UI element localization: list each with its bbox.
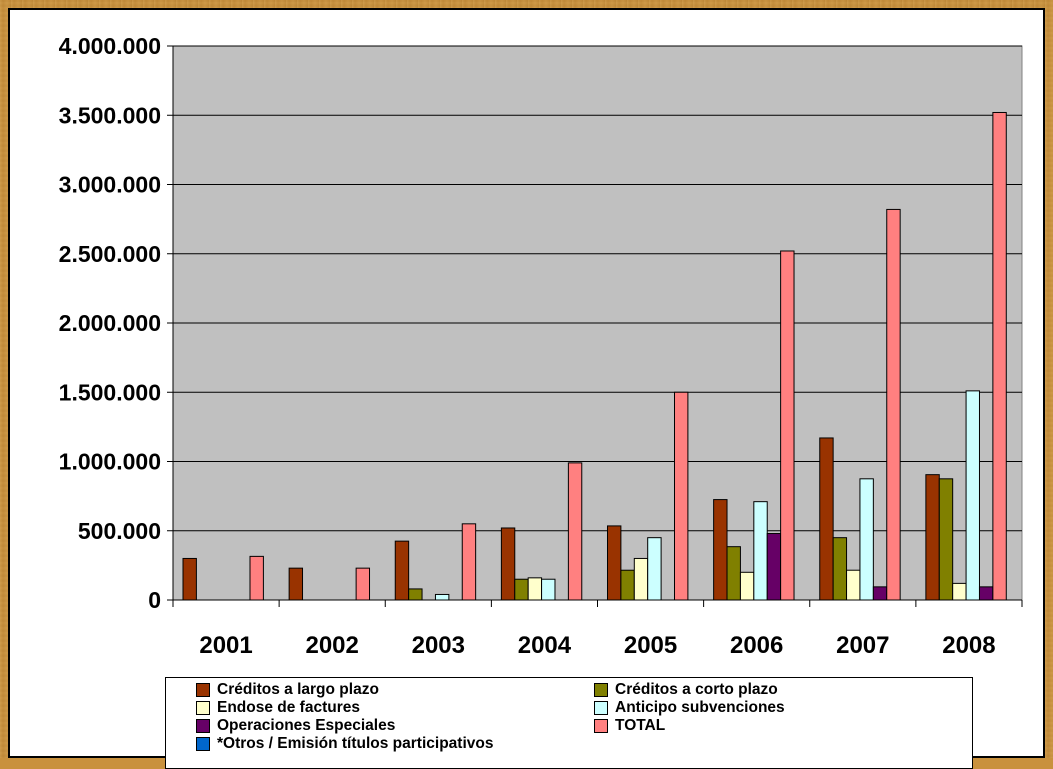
bars-layer xyxy=(182,111,1007,601)
bar-2004-total xyxy=(567,462,583,601)
y-tick-label: 500.000 xyxy=(78,518,161,544)
x-tick-label: 2003 xyxy=(412,632,465,659)
bar-2007-cr-ditos-a-corto-plazo xyxy=(832,537,848,601)
bar-2007-total xyxy=(886,208,901,601)
legend-label: Operaciones Especiales xyxy=(217,716,396,734)
legend-label: Endose de factures xyxy=(217,698,360,716)
bar-2008-operaciones-especiales xyxy=(978,586,994,601)
chart-legend: Créditos a largo plazo Créditos a corto p… xyxy=(165,677,973,769)
bar-2004-cr-ditos-a-corto-plazo xyxy=(514,578,529,601)
legend-item: Créditos a largo plazo xyxy=(196,680,379,699)
bar-2004-anticipo-subvenciones xyxy=(541,578,556,601)
bar-2003-total xyxy=(461,523,477,601)
legend-label: Créditos a largo plazo xyxy=(217,680,379,698)
legend-swatch xyxy=(196,682,210,697)
bar-2006-anticipo-subvenciones xyxy=(753,501,768,601)
bar-2002-cr-ditos-a-largo-plazo xyxy=(288,567,304,601)
tick-labels-layer: 0 500.000 1.000.000 1.500.000 2.000.000 2.500… xyxy=(59,33,996,659)
x-tick-label: 2006 xyxy=(730,632,783,659)
bar-2008-total xyxy=(992,111,1007,601)
bar-2006-endose-de-factures xyxy=(739,571,755,601)
bar-2008-anticipo-subvenciones xyxy=(965,390,980,601)
bar-2003-cr-ditos-a-corto-plazo xyxy=(408,588,423,601)
legend-label: Créditos a corto plazo xyxy=(615,680,778,698)
bar-2005-total xyxy=(674,391,689,601)
bar-2004-cr-ditos-a-largo-plazo xyxy=(500,527,516,601)
legend-item: *Otros / Emisión títulos participativos xyxy=(196,734,493,753)
legend-item: Endose de factures xyxy=(196,698,360,717)
bar-2007-endose-de-factures xyxy=(846,569,861,601)
legend-item: Operaciones Especiales xyxy=(196,716,395,735)
legend-item: Anticipo subvenciones xyxy=(594,698,785,717)
bar-2002-total xyxy=(355,567,371,601)
x-tick-label: 2008 xyxy=(942,632,995,659)
bar-2006-cr-ditos-a-largo-plazo xyxy=(713,499,728,601)
gridlines-layer xyxy=(173,45,1022,532)
legend-label: TOTAL xyxy=(615,716,666,734)
x-tick-label: 2001 xyxy=(199,632,252,659)
x-tick-label: 2002 xyxy=(305,632,358,659)
bar-chart: 0 500.000 1.000.000 1.500.000 2.000.000 2.500… xyxy=(59,33,1023,659)
bar-2003-anticipo-subvenciones xyxy=(434,593,450,601)
y-tick-label: 2.000.000 xyxy=(59,310,161,336)
bar-2005-anticipo-subvenciones xyxy=(647,537,662,601)
y-tick-label: 1.500.000 xyxy=(59,379,161,405)
legend-label: *Otros / Emisión títulos participativos xyxy=(217,734,494,752)
bar-2007-cr-ditos-a-largo-plazo xyxy=(819,437,834,601)
y-tick-label: 3.500.000 xyxy=(59,102,161,128)
y-tick-label: 2.500.000 xyxy=(59,241,161,267)
bar-2005-endose-de-factures xyxy=(633,557,649,601)
legend-item: TOTAL xyxy=(594,716,665,735)
x-tick-label: 2005 xyxy=(624,632,677,659)
y-tick-label: 1.000.000 xyxy=(59,449,161,475)
bar-2003-cr-ditos-a-largo-plazo xyxy=(394,540,410,601)
bar-2005-cr-ditos-a-corto-plazo xyxy=(620,569,635,601)
bar-2004-endose-de-factures xyxy=(527,577,543,601)
y-tick-label: 0 xyxy=(148,587,161,613)
bar-2006-total xyxy=(780,250,795,601)
bar-2001-cr-ditos-a-largo-plazo xyxy=(182,557,197,601)
bar-2008-cr-ditos-a-largo-plazo xyxy=(925,474,940,601)
bar-2007-anticipo-subvenciones xyxy=(859,478,874,601)
legend-swatch xyxy=(196,718,210,733)
bar-2007-operaciones-especiales xyxy=(872,586,888,601)
legend-swatch xyxy=(594,682,608,697)
axes-layer xyxy=(167,45,1023,607)
bar-2008-endose-de-factures xyxy=(952,582,967,601)
x-tick-label: 2004 xyxy=(518,632,572,659)
legend-swatch xyxy=(196,736,210,751)
legend-swatch xyxy=(594,718,608,733)
legend-item: Créditos a corto plazo xyxy=(594,680,778,699)
bar-2001-total xyxy=(249,555,264,601)
x-tick-label: 2007 xyxy=(836,632,889,659)
bar-2006-cr-ditos-a-corto-plazo xyxy=(726,546,741,601)
bar-2006-operaciones-especiales xyxy=(766,533,782,601)
y-tick-label: 3.000.000 xyxy=(59,172,161,198)
chart-panel: 0 500.000 1.000.000 1.500.000 2.000.000 2.500… xyxy=(8,8,1045,769)
legend-swatch xyxy=(594,700,608,715)
y-tick-label: 4.000.000 xyxy=(59,33,161,59)
legend-label: Anticipo subvenciones xyxy=(615,698,785,716)
legend-swatch xyxy=(196,700,210,715)
bar-2008-cr-ditos-a-corto-plazo xyxy=(938,478,954,601)
bar-2005-cr-ditos-a-largo-plazo xyxy=(607,525,622,601)
